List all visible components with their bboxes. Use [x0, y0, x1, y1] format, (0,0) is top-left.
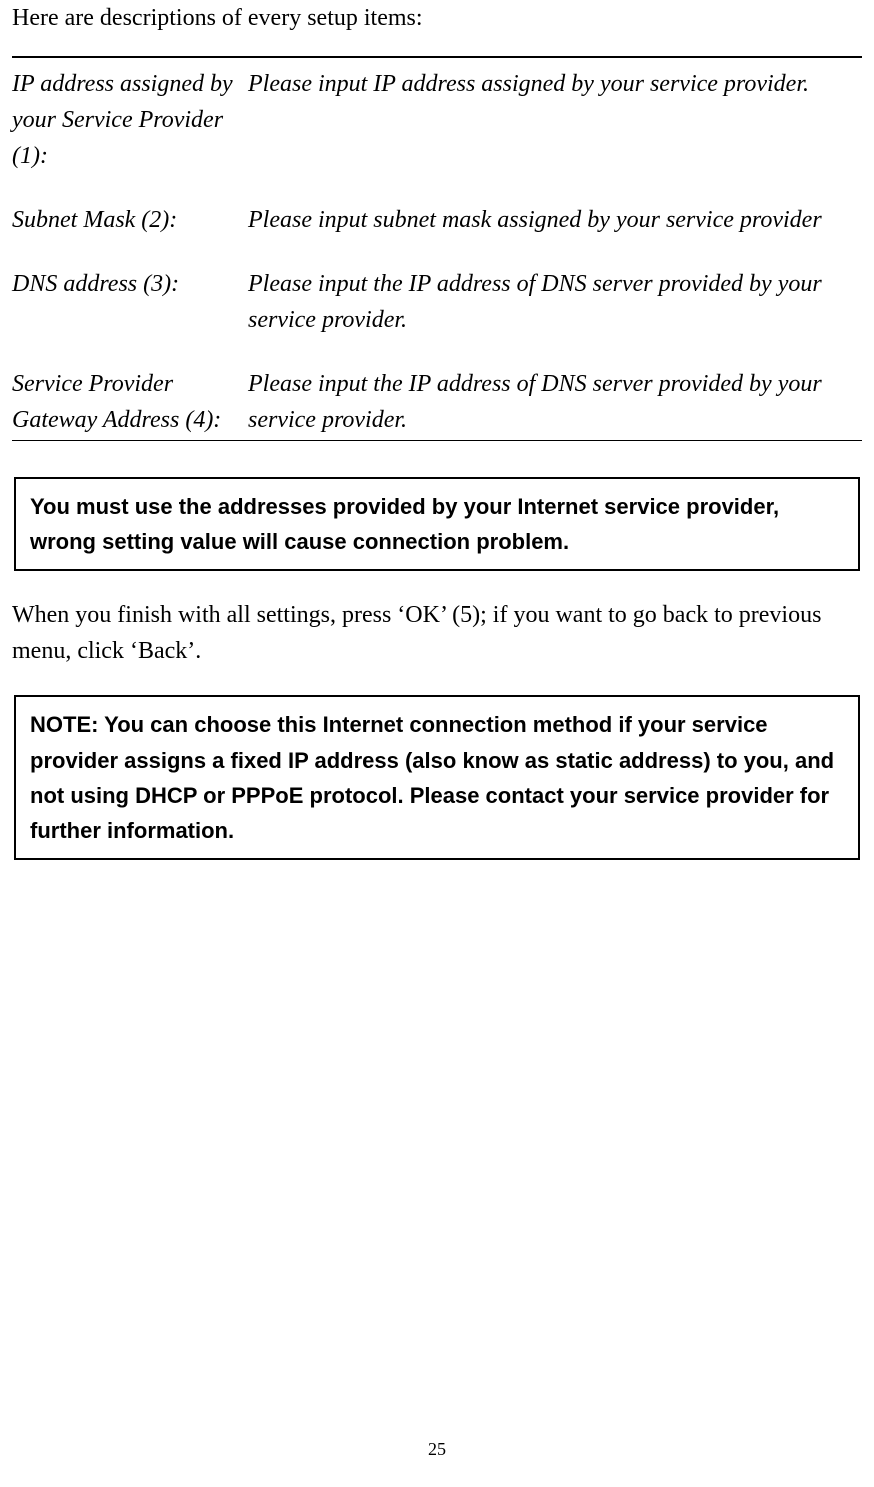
note-box: NOTE: You can choose this Internet conne… [14, 695, 860, 860]
rule-top [12, 56, 862, 58]
warning-box: You must use the addresses provided by y… [14, 477, 860, 571]
definition-row: DNS address (3): Please input the IP add… [12, 266, 862, 338]
definition-term: DNS address (3): [12, 266, 248, 302]
page-number: 25 [0, 1436, 874, 1463]
definition-desc: Please input IP address assigned by your… [248, 66, 862, 102]
definition-desc: Please input the IP address of DNS serve… [248, 366, 862, 438]
definition-row: Subnet Mask (2): Please input subnet mas… [12, 202, 862, 238]
definition-desc: Please input subnet mask assigned by you… [248, 202, 862, 238]
definitions-block: IP address assigned by your Service Prov… [12, 66, 862, 438]
definition-term: IP address assigned by your Service Prov… [12, 66, 248, 174]
definition-row: IP address assigned by your Service Prov… [12, 66, 862, 174]
instruction-paragraph: When you finish with all settings, press… [12, 597, 862, 669]
definition-row: Service Provider Gateway Address (4): Pl… [12, 366, 862, 438]
definition-term: Subnet Mask (2): [12, 202, 248, 238]
intro-text: Here are descriptions of every setup ite… [12, 0, 862, 36]
definition-term: Service Provider Gateway Address (4): [12, 366, 262, 438]
definition-desc: Please input the IP address of DNS serve… [248, 266, 862, 338]
rule-bottom [12, 440, 862, 441]
